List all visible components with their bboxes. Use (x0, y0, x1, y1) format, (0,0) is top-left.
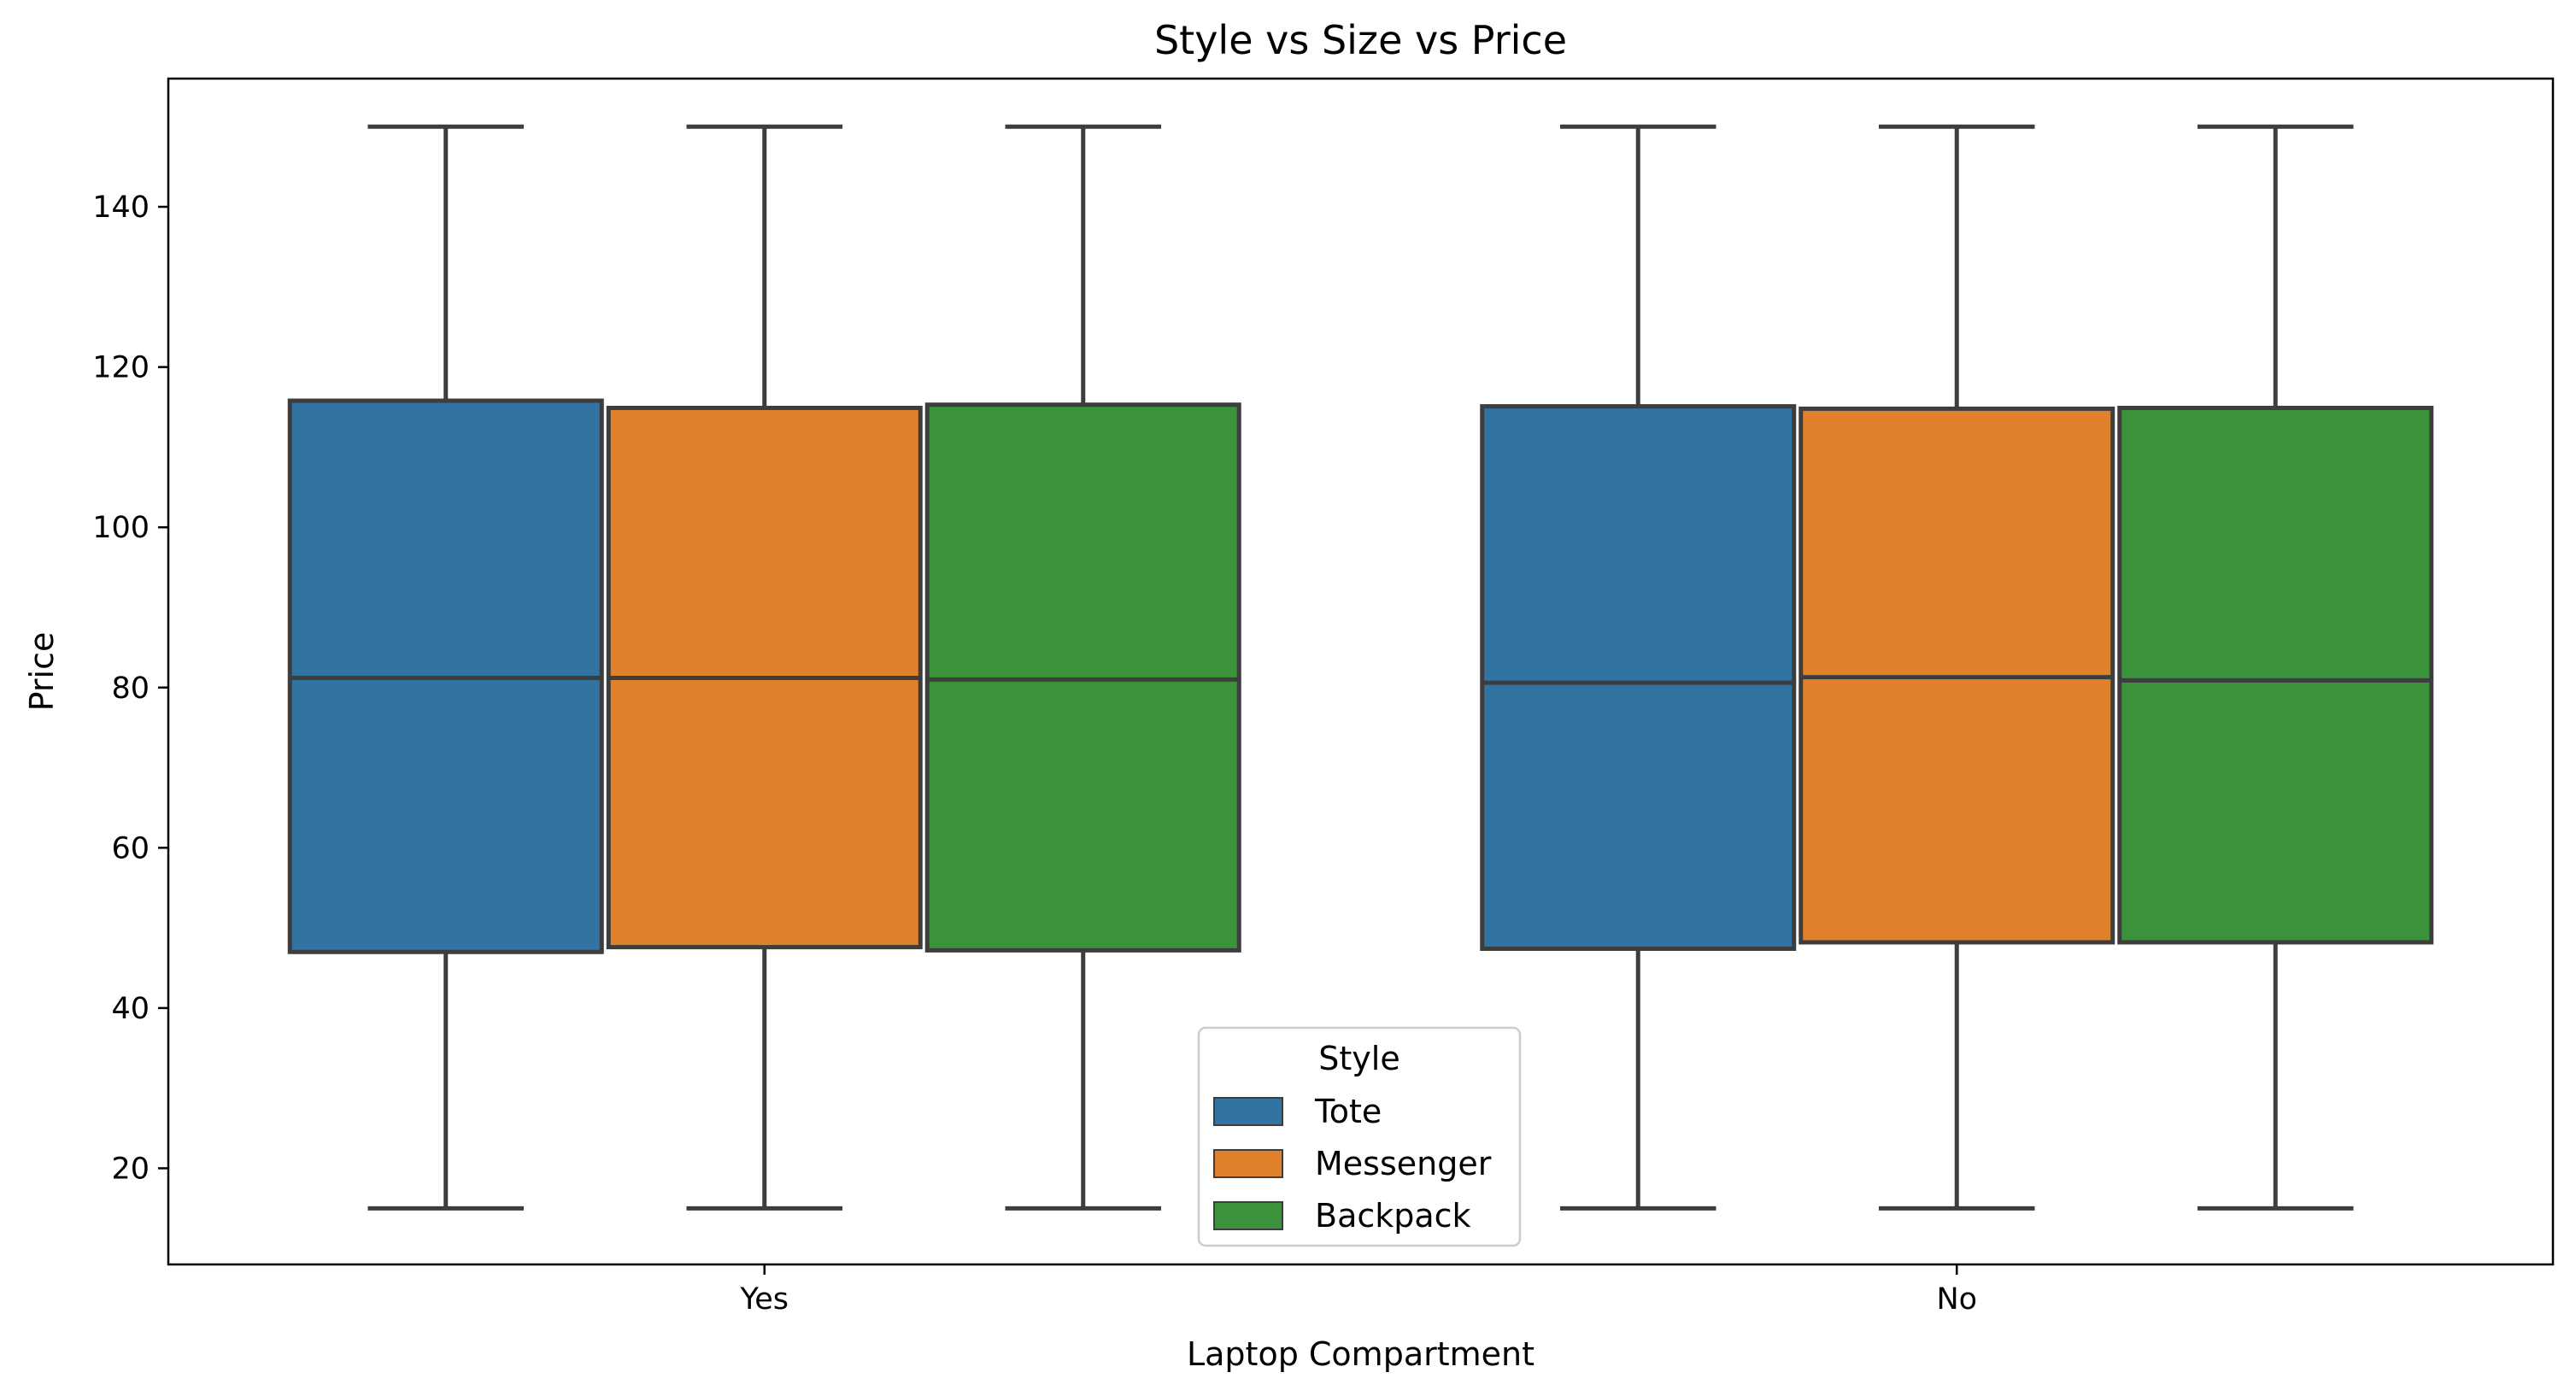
y-tick-label: 100 (92, 511, 150, 545)
box-tote-no (1480, 124, 1797, 1211)
box-tote-yes (287, 124, 604, 1211)
y-tick-label: 80 (111, 672, 150, 706)
y-tick-label: 60 (111, 831, 150, 865)
legend-frame (1197, 1026, 1522, 1247)
x-tick-label: Yes (740, 1282, 789, 1317)
legend-swatch-backpack (1213, 1201, 1283, 1230)
legend-swatch-messenger (1213, 1149, 1283, 1178)
box-messenger-no (1799, 124, 2115, 1211)
chart-title: Style vs Size vs Price (1154, 17, 1567, 63)
y-tick-label: 120 (92, 351, 150, 385)
y-tick-label: 40 (111, 992, 150, 1026)
axes: 20 40 60 80 100 120 140 Yes No (92, 77, 2555, 1317)
box-backpack-yes (924, 124, 1241, 1211)
legend-label-messenger: Messenger (1315, 1145, 1492, 1182)
x-axis-title: Laptop Compartment (1187, 1335, 1534, 1373)
legend-label-backpack: Backpack (1315, 1197, 1471, 1235)
y-tick-label: 140 (92, 191, 150, 225)
iqr-box (2117, 405, 2434, 945)
plot-frame (167, 77, 2555, 1266)
legend: Style Tote Messenger Backpack (1197, 1026, 1522, 1247)
legend-label-tote: Tote (1314, 1093, 1382, 1130)
legend-swatch-tote (1213, 1097, 1283, 1126)
plot-area (287, 124, 2434, 1211)
box-backpack-no (2117, 124, 2434, 1211)
y-tick-label: 20 (111, 1152, 150, 1186)
y-axis-title: Price (23, 632, 61, 712)
x-tick-label: No (1936, 1282, 1977, 1317)
iqr-box (1480, 404, 1797, 951)
legend-title: Style (1318, 1040, 1399, 1077)
box-messenger-yes (606, 124, 923, 1211)
